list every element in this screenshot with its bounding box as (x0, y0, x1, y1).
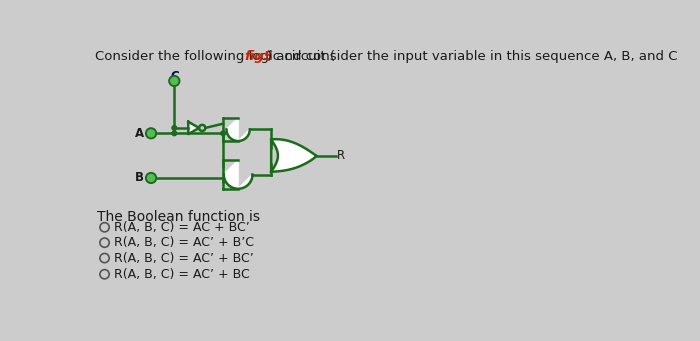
Circle shape (171, 77, 178, 85)
Text: B: B (135, 172, 144, 184)
Circle shape (148, 130, 155, 137)
Text: R(A, B, C) = AC’ + BC: R(A, B, C) = AC’ + BC (114, 268, 250, 281)
Circle shape (148, 175, 155, 181)
Text: C: C (170, 70, 178, 83)
Text: R(A, B, C) = AC’ + BC’: R(A, B, C) = AC’ + BC’ (114, 252, 253, 265)
Circle shape (169, 76, 180, 86)
Polygon shape (188, 122, 199, 134)
Circle shape (172, 125, 176, 130)
Circle shape (146, 128, 157, 139)
Text: A: A (135, 127, 144, 140)
Text: R(A, B, C) = AC + BC’: R(A, B, C) = AC + BC’ (114, 221, 250, 234)
Polygon shape (227, 118, 250, 141)
Polygon shape (224, 160, 253, 189)
Text: Consider the following logic circuit (: Consider the following logic circuit ( (95, 50, 335, 63)
Polygon shape (271, 139, 316, 172)
Text: fig5: fig5 (244, 50, 273, 63)
Circle shape (220, 131, 225, 136)
Text: R: R (337, 149, 345, 162)
Text: R(A, B, C) = AC’ + B’C: R(A, B, C) = AC’ + B’C (114, 236, 254, 249)
Circle shape (172, 131, 176, 136)
Circle shape (146, 173, 157, 183)
Text: The Boolean function is: The Boolean function is (97, 210, 260, 224)
Text: ) and consider the input variable in this sequence A, B, and C: ) and consider the input variable in thi… (267, 50, 678, 63)
